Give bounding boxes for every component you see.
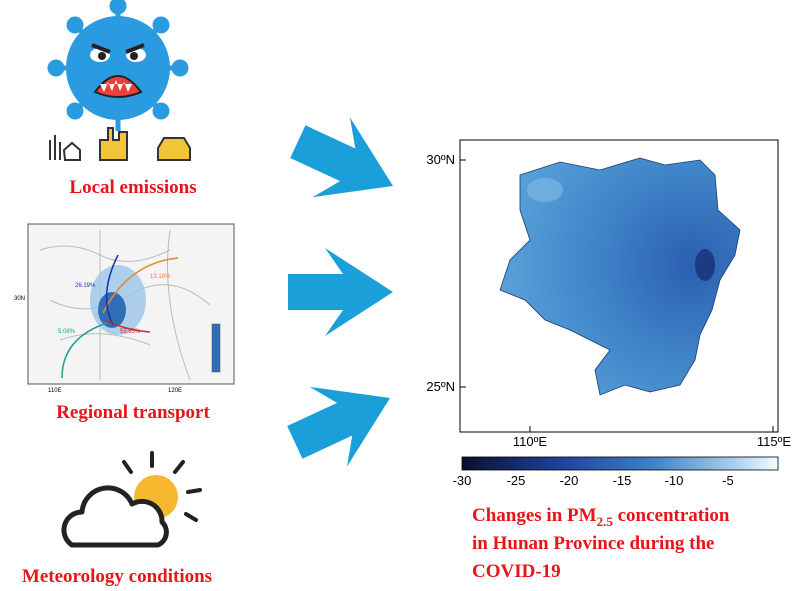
hunan-map: 30ºN 25ºN 110ºE 115ºE	[426, 139, 791, 449]
arrow	[288, 248, 393, 336]
caption-line: in Hunan Province during the	[472, 533, 714, 554]
lon-label: 115ºE	[757, 434, 791, 449]
panel-label: Local emissions	[69, 177, 196, 198]
inset-label: 30N	[14, 296, 25, 302]
inset-label: 110E	[48, 388, 62, 394]
caption-text: Changes in PM	[472, 505, 597, 526]
colorbar-tick: -5	[722, 473, 734, 488]
lat-label: 30ºN	[426, 152, 455, 167]
inset-label: 13.18%	[150, 274, 171, 280]
lat-label: 25ºN	[426, 379, 455, 394]
colorbar-tick: -20	[560, 473, 579, 488]
lon-label: 110ºE	[513, 434, 547, 449]
transport-inset: 26.19% 13.18% 55.65% 5.08% 30N 110E 120E	[14, 223, 235, 394]
colorbar-tick: -10	[665, 473, 684, 488]
colorbar-tick: -25	[507, 473, 526, 488]
weather-icon	[61, 451, 202, 548]
colorbar-tick: -15	[613, 473, 632, 488]
panel-label: Regional transport	[56, 402, 210, 423]
caption-line: COVID-19	[472, 561, 561, 582]
inset-label: 5.08%	[58, 329, 76, 335]
virus-icon	[47, 0, 189, 131]
arrow	[276, 358, 409, 483]
inset-label: 55.65%	[120, 329, 141, 335]
colorbar-tick: -30	[453, 473, 472, 488]
colorbar: -30 -25 -20 -15 -10 -5	[453, 456, 779, 488]
caption-text: concentration	[613, 505, 730, 526]
emission-icons	[49, 127, 191, 161]
caption-line: Changes in PM2.5 concentration	[472, 505, 730, 529]
arrow	[279, 101, 412, 226]
inset-label: 26.19%	[75, 283, 96, 289]
inset-label: 120E	[168, 388, 182, 394]
panel-label: Meteorology conditions	[22, 566, 212, 587]
caption-subscript: 2.5	[597, 514, 614, 529]
